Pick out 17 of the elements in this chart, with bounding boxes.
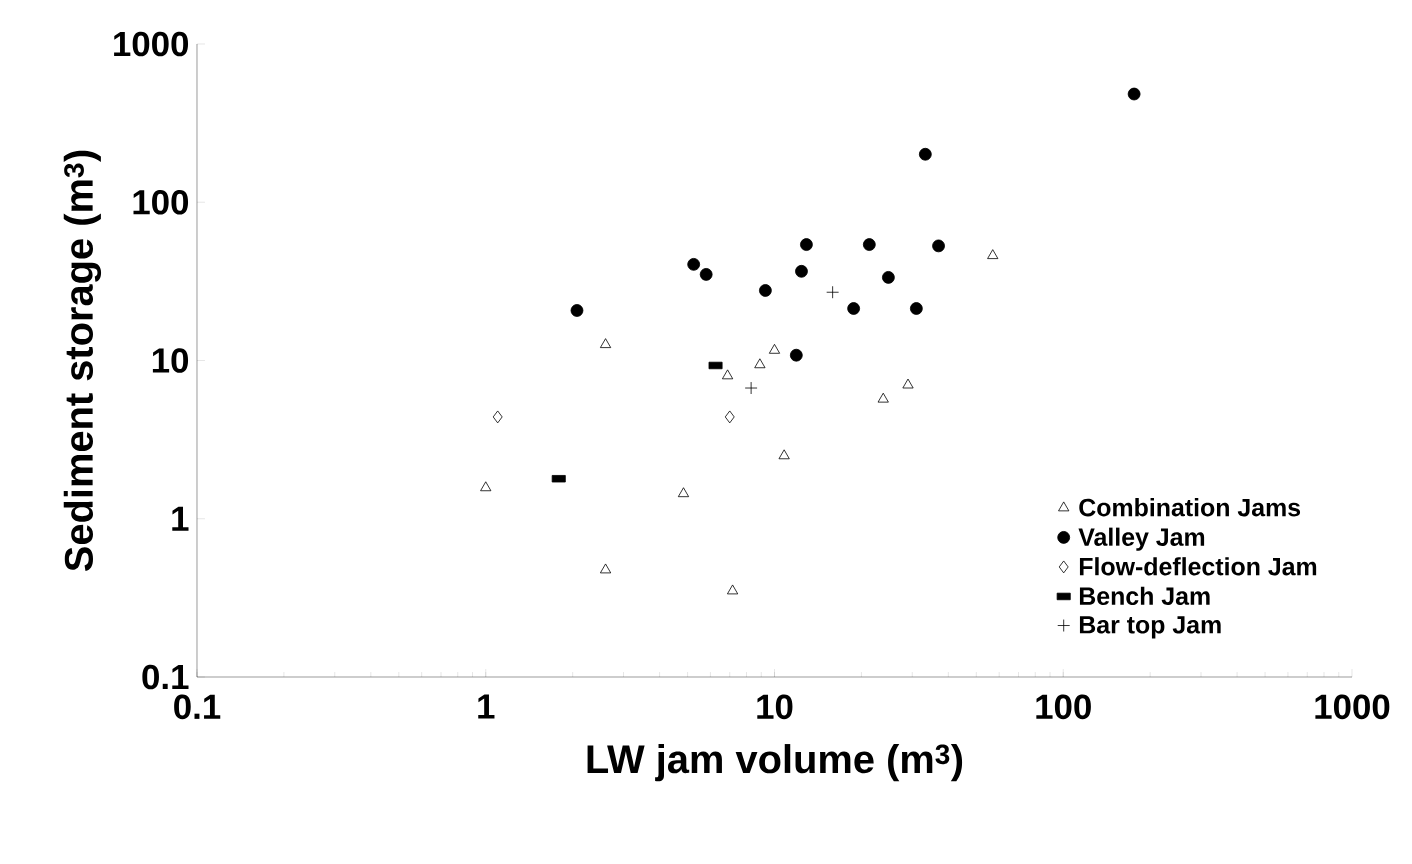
- x-axis-title: LW jam volume (m$^{3}$): [587, 744, 963, 782]
- legend-label: Bench Jam: [1079, 586, 1210, 605]
- y-tick-label: 0.1: [142, 664, 189, 690]
- x-tick-label: 1000: [1315, 694, 1390, 720]
- y-tick-label: 1: [172, 506, 189, 531]
- y-tick-label: 100: [133, 189, 189, 215]
- y-axis-title: Sediment storage (m$^{3}$): [63, 150, 102, 572]
- x-tick-label: 10: [757, 694, 793, 720]
- x-tick-label: 0.1: [174, 694, 221, 720]
- y-tick-label: 10: [152, 348, 189, 373]
- y-tick-label: 1000: [114, 31, 189, 57]
- x-tick-label: 100: [1036, 694, 1091, 720]
- legend-label: Combination Jams: [1079, 498, 1301, 517]
- legend-label: Bar top Jam: [1079, 616, 1221, 639]
- x-tick-label: 1: [478, 694, 495, 719]
- legend-label: Flow-deflection Jam: [1079, 557, 1317, 576]
- legend-label: Valley Jam: [1078, 527, 1205, 551]
